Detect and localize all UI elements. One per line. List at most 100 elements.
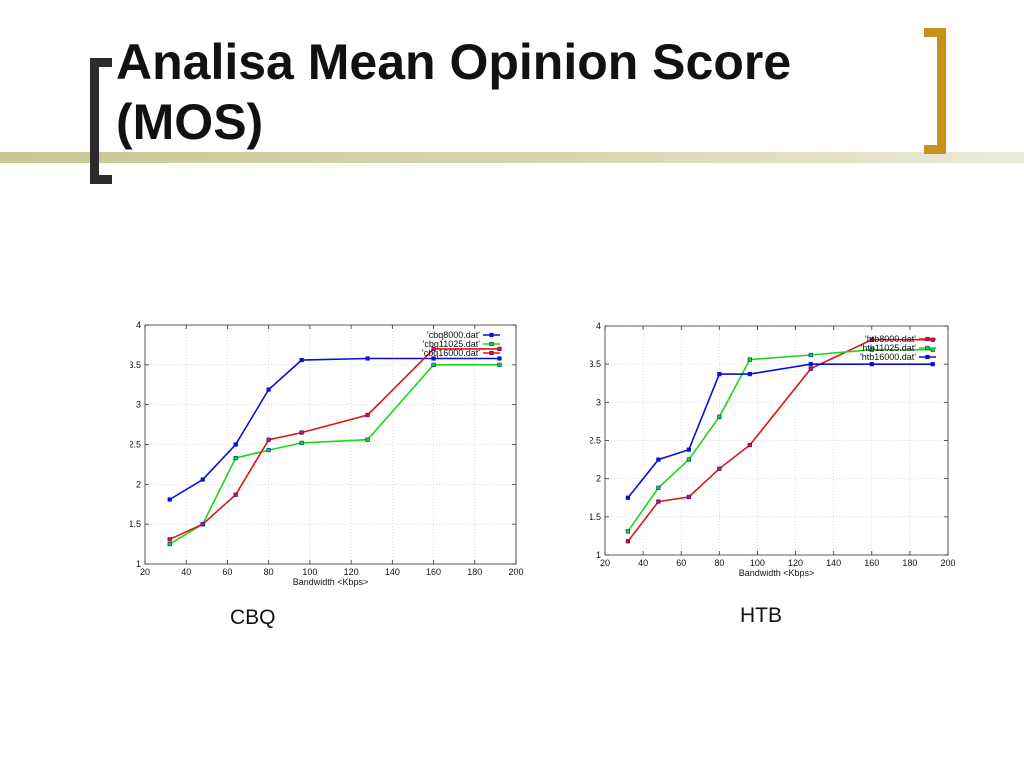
cbq-xtick-label-8: 180 (467, 567, 482, 577)
cbq-point-0-7 (497, 356, 502, 361)
cbq-chart: 20 40 60 80 100 120 140 160 180 200 1 1.5 2 2.5 3 3.5 4 B… (128, 315, 530, 600)
htb-ytick-label-3: 2.5 (590, 436, 601, 446)
htb-point-0-4 (747, 442, 752, 448)
htb-legend-marker-2 (925, 354, 930, 360)
htb-point-2-3 (717, 371, 722, 377)
cbq-ytick-label-6: 4 (136, 320, 141, 330)
cbq-point-1-6 (431, 362, 436, 367)
htb-point-1-1 (656, 485, 661, 490)
htb-chart: 20 40 60 80 100 120 140 160 180 200 1 1.5 2 2.5 3 3.5 4 B… (588, 315, 970, 600)
cbq-point-2-0 (167, 537, 172, 542)
htb-ytick-label-4: 3 (596, 397, 601, 407)
htb-caption: HTB (740, 604, 782, 627)
htb-series-line-1 (627, 348, 933, 532)
cbq-point-2-3 (266, 437, 271, 442)
cbq-xtick-label-9: 200 (508, 567, 523, 577)
cbq-point-2-5 (365, 412, 370, 418)
htb-xaxis-label: Bandwidth <Kbps> (739, 568, 815, 578)
htb-xtick-label-0: 20 (600, 558, 610, 568)
htb-point-1-5 (808, 352, 813, 358)
htb-point-2-5 (808, 362, 813, 367)
cbq-point-1-7 (497, 362, 502, 367)
cbq-chart-svg: 20 40 60 80 100 120 140 160 180 200 1 1.5 2 2.5 3 3.5 4 B… (128, 320, 523, 587)
htb-legend-label-1: 'htb11025.dat' (861, 343, 917, 353)
htb-point-1-6 (869, 347, 874, 352)
cbq-caption: CBQ (230, 606, 276, 629)
htb-xtick-label-8: 180 (902, 558, 917, 568)
cbq-point-2-6 (431, 346, 436, 351)
htb-xtick-label-9: 200 (940, 558, 955, 568)
cbq-ytick-label-5: 3.5 (130, 360, 141, 370)
cbq-point-0-0 (167, 497, 172, 502)
accent-bar (0, 152, 1024, 163)
cbq-point-0-3 (266, 387, 271, 392)
htb-legend-marker-1 (925, 345, 930, 351)
cbq-legend-marker-2 (489, 350, 494, 356)
cbq-point-2-4 (299, 430, 304, 435)
cbq-legend-marker-1 (489, 341, 494, 347)
htb-point-2-2 (686, 447, 691, 452)
cbq-point-1-0 (167, 541, 172, 547)
cbq-ytick-label-0: 1 (136, 559, 141, 569)
htb-point-2-0 (625, 495, 630, 500)
cbq-series-line-0 (169, 357, 500, 501)
cbq-legend-label-1: 'cbq11025.dat' (423, 339, 481, 349)
htb-xtick-label-6: 140 (826, 558, 841, 568)
cbq-xtick-label-1: 40 (181, 567, 191, 577)
htb-chart-svg: 20 40 60 80 100 120 140 160 180 200 1 1.5 2 2.5 3 3.5 4 B… (588, 321, 955, 578)
htb-point-2-4 (747, 371, 752, 377)
cbq-xtick-label-5: 120 (344, 567, 359, 577)
htb-series-2 (625, 362, 935, 500)
cbq-point-1-3 (266, 447, 271, 453)
htb-point-2-1 (656, 457, 661, 462)
htb-point-1-4 (747, 357, 752, 362)
htb-series-1 (625, 347, 935, 534)
cbq-xtick-label-6: 140 (385, 567, 400, 577)
cbq-legend: 'cbq8000.dat''cbq11025.dat''cbq16000.dat… (422, 330, 500, 358)
cbq-point-1-4 (299, 440, 304, 446)
htb-ytick-label-0: 1 (596, 550, 601, 560)
cbq-xtick-label-4: 100 (302, 567, 317, 577)
htb-point-1-2 (686, 457, 691, 462)
cbq-ytick-label-1: 1.5 (130, 519, 141, 529)
cbq-xtick-label-3: 80 (264, 567, 274, 577)
htb-series-line-0 (627, 338, 933, 542)
cbq-point-1-2 (233, 455, 238, 461)
cbq-series-2 (167, 346, 502, 542)
htb-xtick-label-2: 60 (676, 558, 686, 568)
cbq-point-2-2 (233, 492, 238, 497)
cbq-series-1 (167, 362, 502, 547)
htb-point-0-0 (625, 539, 630, 544)
htb-legend-label-2: 'htb16000.dat' (860, 352, 916, 362)
cbq-legend-label-2: 'cbq16000.dat' (422, 348, 480, 358)
cbq-xaxis-label: Bandwidth <Kbps> (293, 577, 369, 587)
cbq-point-2-1 (200, 522, 205, 527)
htb-series-line-2 (627, 363, 933, 499)
htb-legend: 'htb8000.dat''htb11025.dat''htb16000.dat… (860, 334, 936, 362)
cbq-point-0-1 (200, 477, 205, 482)
htb-point-0-3 (717, 466, 722, 471)
right-bracket-decoration (924, 28, 946, 154)
htb-xtick-label-1: 40 (638, 558, 648, 568)
htb-ytick-label-6: 4 (596, 321, 601, 331)
htb-ytick-label-1: 1.5 (590, 512, 601, 522)
htb-xtick-label-7: 160 (864, 558, 879, 568)
cbq-xtick-label-7: 160 (426, 567, 441, 577)
htb-legend-marker-0 (925, 336, 930, 342)
htb-point-1-3 (717, 414, 722, 419)
htb-xtick-label-5: 120 (788, 558, 803, 568)
htb-point-2-6 (869, 362, 874, 367)
cbq-legend-label-0: 'cbq8000.dat' (427, 330, 480, 340)
cbq-xtick-label-2: 60 (222, 567, 232, 577)
htb-legend-label-0: 'htb8000.dat' (865, 334, 916, 344)
cbq-series-line-2 (169, 348, 500, 541)
cbq-series-0 (167, 356, 502, 502)
htb-point-2-7 (930, 362, 935, 367)
cbq-point-0-6 (431, 356, 436, 361)
htb-ytick-label-2: 2 (596, 474, 601, 484)
htb-point-0-1 (656, 499, 661, 504)
cbq-point-0-2 (233, 442, 238, 447)
cbq-legend-marker-0 (489, 332, 494, 338)
cbq-point-2-7 (497, 346, 502, 351)
cbq-point-0-4 (299, 357, 304, 363)
